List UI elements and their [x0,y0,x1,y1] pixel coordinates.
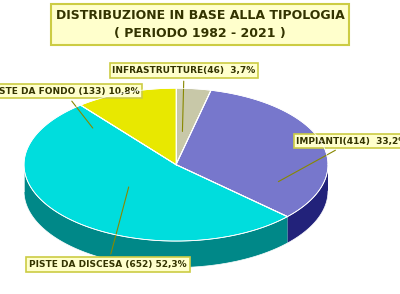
Polygon shape [24,165,288,268]
Polygon shape [80,88,176,165]
Text: PISTE DA FONDO (133) 10,8%: PISTE DA FONDO (133) 10,8% [0,87,139,128]
Polygon shape [176,90,328,217]
Text: INFRASTRUTTURE(46)  3,7%: INFRASTRUTTURE(46) 3,7% [112,66,256,131]
Polygon shape [24,105,288,241]
Text: IMPIANTI(414)  33,2%: IMPIANTI(414) 33,2% [278,137,400,182]
Polygon shape [288,165,328,243]
Polygon shape [176,88,211,165]
Text: DISTRIBUZIONE IN BASE ALLA TIPOLOGIA
( PERIODO 1982 - 2021 ): DISTRIBUZIONE IN BASE ALLA TIPOLOGIA ( P… [56,9,344,40]
Text: PISTE DA DISCESA (652) 52,3%: PISTE DA DISCESA (652) 52,3% [29,187,187,269]
